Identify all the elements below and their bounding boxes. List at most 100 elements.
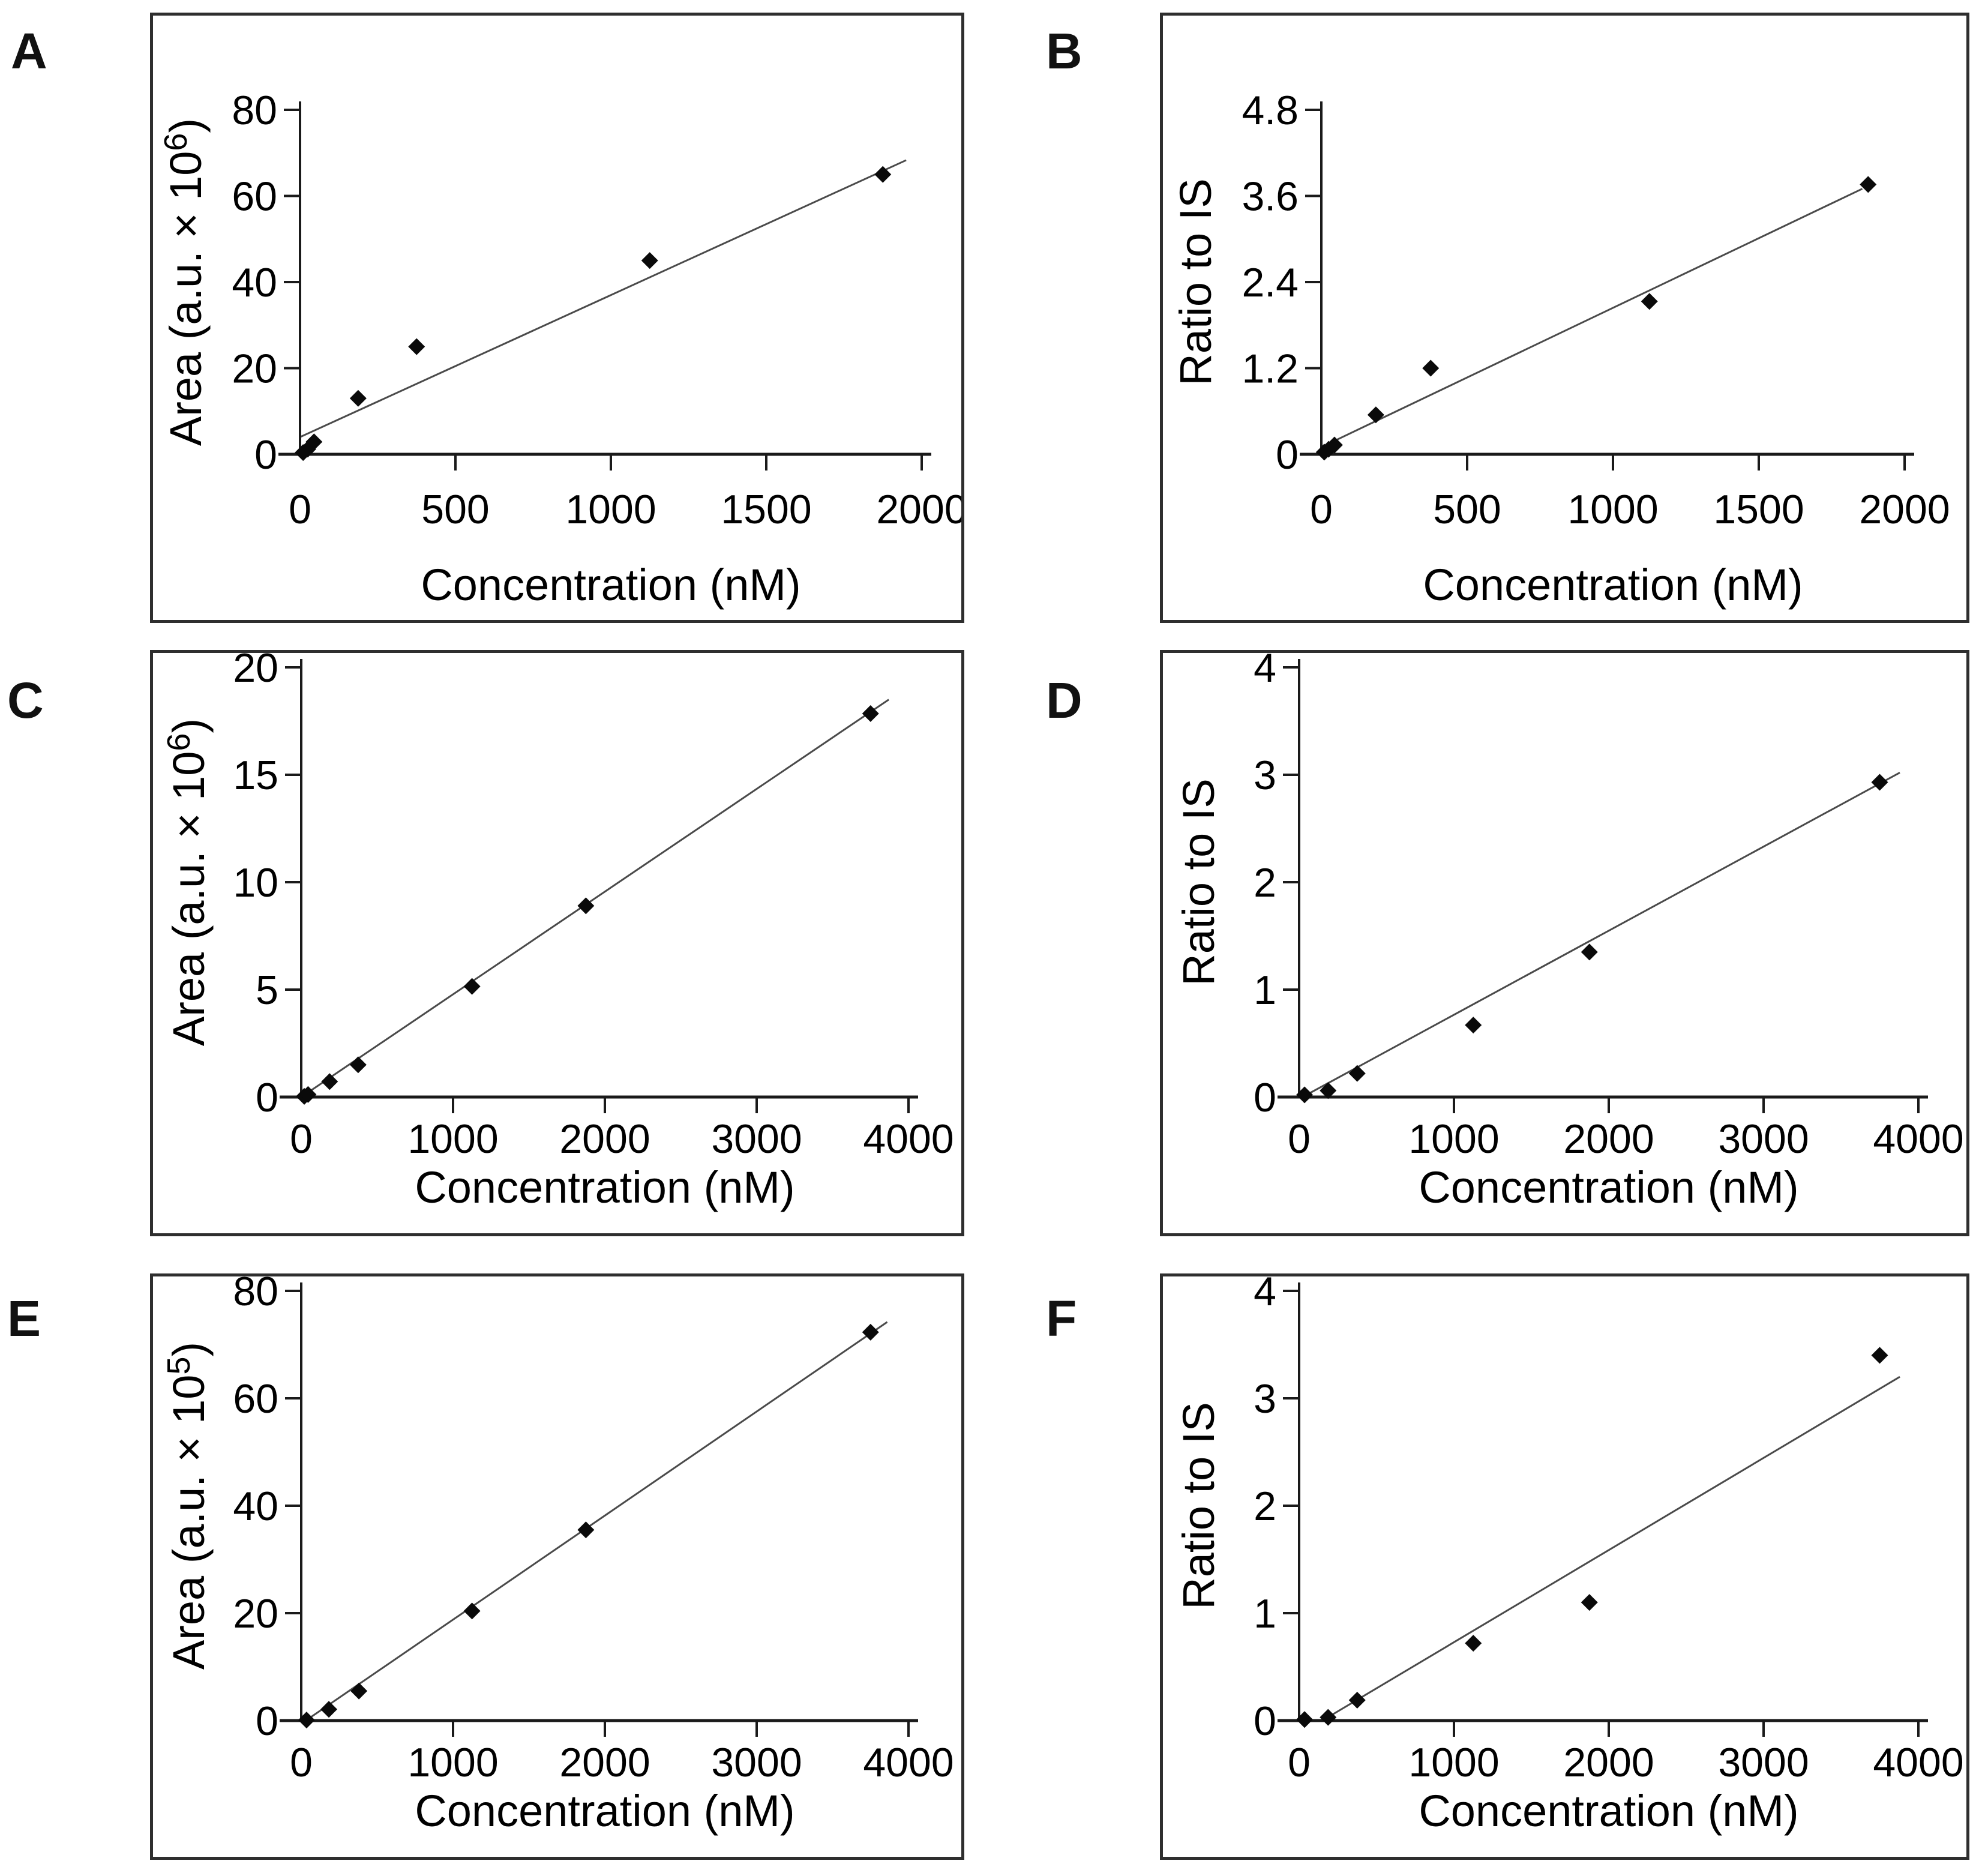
y-tick-label: 0 <box>254 432 277 478</box>
y-tick-label: 80 <box>233 1276 278 1314</box>
y-tick-label: 3 <box>1254 753 1276 798</box>
trend-line <box>1321 1375 1900 1722</box>
y-tick-label: 0 <box>1254 1075 1276 1120</box>
y-tick-label: 1.2 <box>1242 346 1299 392</box>
panel-d: 0 1 2 3 4 0 1000 2000 3000 4000 Concentration (nM)… <box>1160 650 1969 1236</box>
x-axis-title: Concentration (nM) <box>1423 560 1803 610</box>
y-tick-label: 10 <box>233 860 278 906</box>
data-point-marker <box>577 1521 595 1539</box>
trend-line <box>299 159 907 438</box>
x-tick-label: 2000 <box>559 1116 650 1162</box>
x-tick-label: 2000 <box>1563 1116 1654 1162</box>
y-tick-label: 3 <box>1254 1376 1276 1422</box>
data-point-marker <box>349 389 367 407</box>
x-tick-label: 0 <box>1288 1740 1311 1785</box>
data-point-marker <box>1422 359 1440 377</box>
x-axis-title: Concentration (nM) <box>415 1162 794 1212</box>
x-tick-label: 0 <box>289 487 311 532</box>
chart-f-svg: 0 1 2 3 4 0 1000 2000 3000 4000 Concentration (nM)… <box>1174 1276 1964 1836</box>
data-point-marker <box>1296 1711 1314 1728</box>
data-point-marker <box>1320 1709 1337 1726</box>
x-tick-label: 1000 <box>1408 1116 1499 1162</box>
x-tick-label: 1000 <box>407 1740 498 1785</box>
y-tick-label: 0 <box>256 1698 278 1744</box>
data-point-marker <box>305 433 323 451</box>
trend-line <box>1308 772 1900 1095</box>
data-point-marker <box>1348 1065 1366 1082</box>
data-point-marker <box>1465 1017 1482 1034</box>
data-point-marker <box>1465 1635 1482 1652</box>
x-tick-label: 3000 <box>711 1116 802 1162</box>
x-tick-label: 1000 <box>565 487 656 532</box>
trend-line <box>305 1321 888 1722</box>
data-point-marker <box>1860 176 1877 193</box>
data-point-marker <box>299 1086 317 1103</box>
panel-b: 0 1.2 2.4 3.6 4.8 0 500 1000 1500 2000 Concentrati… <box>1160 13 1969 623</box>
y-axis-title: Area (a.u. × 105) <box>161 1342 214 1670</box>
x-tick-label: 2000 <box>1563 1740 1654 1785</box>
panel-letter-d: D <box>1046 672 1083 729</box>
y-tick-label: 80 <box>232 88 277 133</box>
y-tick-label: 60 <box>233 1376 278 1422</box>
y-axis-title: Ratio to IS <box>1174 1402 1224 1610</box>
x-tick-label: 0 <box>1288 1116 1311 1162</box>
data-point-marker <box>463 978 481 995</box>
y-tick-label: 2.4 <box>1242 260 1299 305</box>
data-point-marker <box>1581 1594 1598 1611</box>
data-point-marker <box>298 1712 315 1729</box>
x-tick-label: 500 <box>1433 487 1501 532</box>
y-tick-label: 2 <box>1254 860 1276 906</box>
y-tick-label: 2 <box>1254 1484 1276 1529</box>
data-point-marker <box>1641 293 1658 310</box>
x-tick-label: 2000 <box>1859 487 1950 532</box>
x-tick-label: 4000 <box>1873 1740 1963 1785</box>
panel-letter-c: C <box>7 672 44 729</box>
data-point-marker <box>1871 774 1888 791</box>
y-tick-label: 20 <box>232 346 277 392</box>
chart-a-svg: 0 20 40 60 80 0 500 1000 1500 2000 Concentration (… <box>158 88 961 610</box>
y-axis-title: Ratio to IS <box>1174 778 1224 986</box>
data-point-marker <box>1581 943 1598 961</box>
x-tick-label: 3000 <box>711 1740 802 1785</box>
x-tick-label: 0 <box>1310 487 1333 532</box>
y-tick-label: 3.6 <box>1242 174 1299 220</box>
panel-c: 0 5 10 15 20 0 1000 2000 3000 4000 Concentration (… <box>150 650 964 1236</box>
x-tick-label: 1500 <box>721 487 811 532</box>
x-axis-title: Concentration (nM) <box>1419 1786 1798 1836</box>
x-tick-label: 0 <box>290 1740 313 1785</box>
trend-line <box>301 699 889 1098</box>
data-point-marker <box>1320 1082 1337 1099</box>
data-point-marker <box>862 705 879 722</box>
y-tick-label: 20 <box>233 653 278 691</box>
panel-letter-a: A <box>11 23 47 79</box>
y-tick-label: 20 <box>233 1591 278 1637</box>
trend-line <box>1321 188 1863 448</box>
y-tick-label: 40 <box>232 260 277 305</box>
x-axis-title: Concentration (nM) <box>421 560 800 610</box>
y-tick-label: 5 <box>256 967 278 1013</box>
data-point-marker <box>349 1056 367 1074</box>
x-axis-title: Concentration (nM) <box>1419 1162 1798 1212</box>
data-point-marker <box>463 1602 481 1620</box>
x-tick-label: 4000 <box>1873 1116 1963 1162</box>
y-tick-label: 40 <box>233 1484 278 1529</box>
x-tick-label: 1000 <box>407 1116 498 1162</box>
data-point-marker <box>577 897 595 915</box>
data-point-marker <box>350 1682 368 1700</box>
y-tick-label: 4.8 <box>1242 88 1299 133</box>
data-point-marker <box>408 338 425 355</box>
data-point-marker <box>1367 406 1384 424</box>
y-tick-label: 0 <box>1276 432 1299 478</box>
chart-c-svg: 0 5 10 15 20 0 1000 2000 3000 4000 Concentration (… <box>161 653 954 1212</box>
x-tick-label: 4000 <box>863 1116 953 1162</box>
panel-f: 0 1 2 3 4 0 1000 2000 3000 4000 Concentration (nM)… <box>1160 1273 1969 1860</box>
x-tick-label: 3000 <box>1718 1740 1809 1785</box>
chart-d-svg: 0 1 2 3 4 0 1000 2000 3000 4000 Concentration (nM)… <box>1174 653 1964 1212</box>
y-tick-label: 0 <box>256 1075 278 1120</box>
x-tick-label: 2000 <box>559 1740 650 1785</box>
y-tick-label: 60 <box>232 174 277 220</box>
x-tick-label: 1500 <box>1713 487 1804 532</box>
y-tick-label: 4 <box>1254 653 1276 691</box>
panel-letter-e: E <box>7 1290 41 1347</box>
